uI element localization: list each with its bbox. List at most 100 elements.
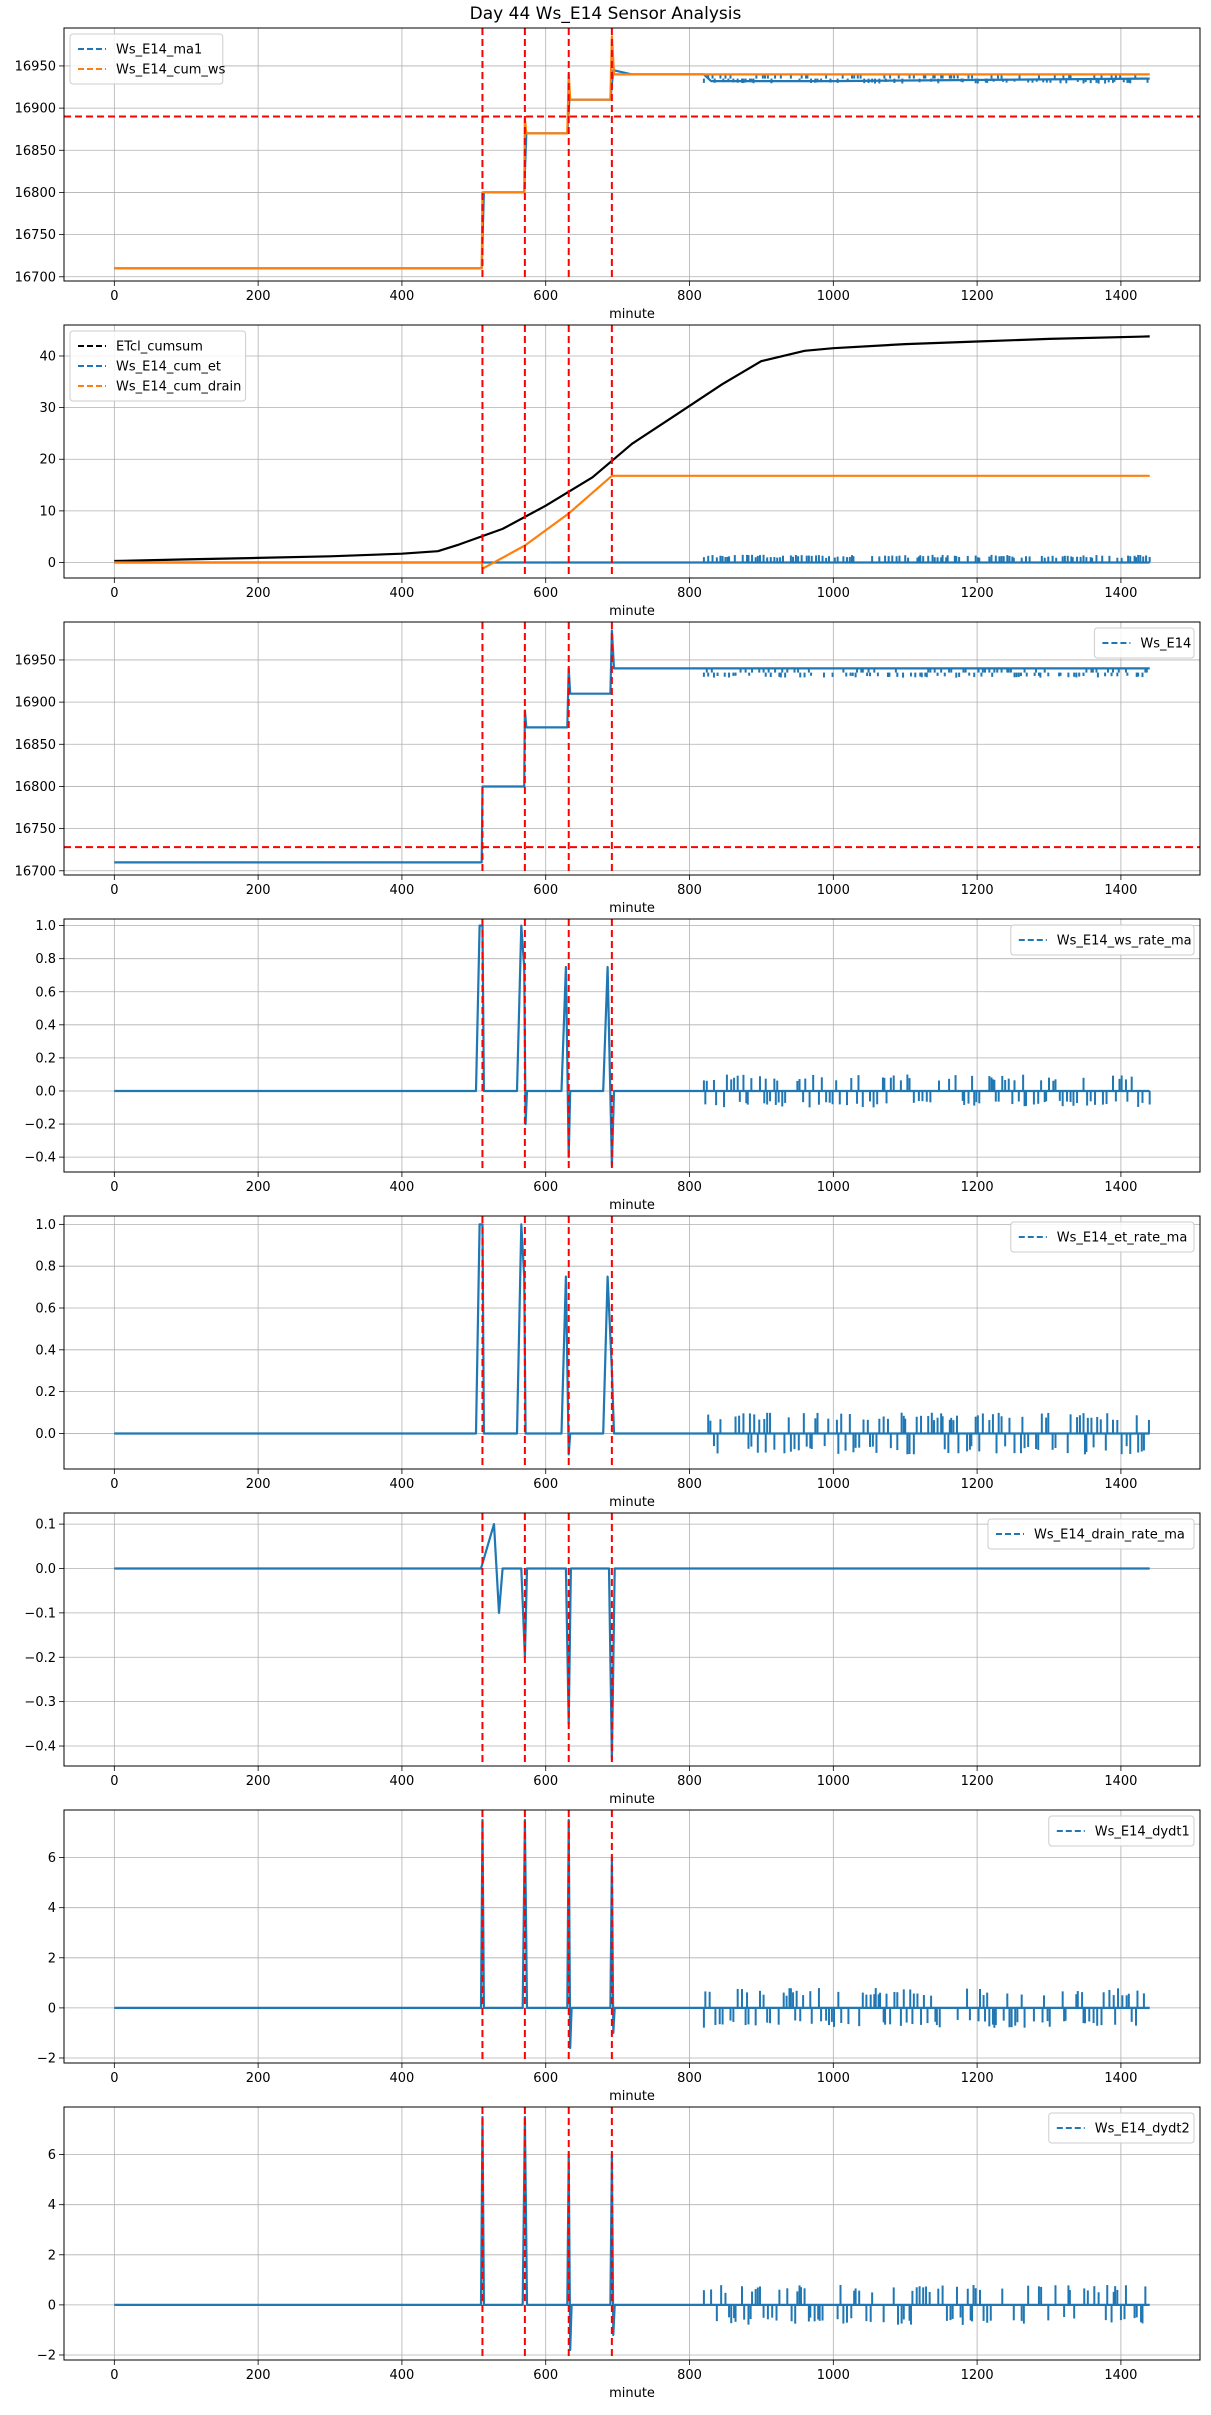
axes-frame xyxy=(63,1809,1201,2064)
series-noise-spikes xyxy=(702,73,1149,84)
series-noise-spikes xyxy=(702,667,1148,678)
x-tick-label: 400 xyxy=(390,289,415,304)
y-tick-label: 0.0 xyxy=(35,1084,56,1099)
x-tick-label: 600 xyxy=(533,1477,558,1492)
y-tick-label: 0 xyxy=(48,2001,56,2016)
y-tick-label: −0.4 xyxy=(24,1151,56,1166)
x-tick-label: 1400 xyxy=(1104,586,1137,601)
x-tick-label: 600 xyxy=(533,2368,558,2383)
x-tick-label: 800 xyxy=(677,1180,702,1195)
subplot-6: 0 200 400 600 800 1000 1200 1400 −0.4 −0.3 −0.2 −0.… xyxy=(24,1512,1201,1807)
subplot-1: 0 200 400 600 800 1000 1200 1400 16700 16750 16800… xyxy=(15,27,1201,322)
y-tick-label: 0.6 xyxy=(35,1302,56,1317)
series-line-Ws_E14_cum_drain xyxy=(114,474,1150,570)
y-tick-label: −0.1 xyxy=(24,1606,56,1621)
x-tick-label: 200 xyxy=(246,1477,271,1492)
y-tick-label: 6 xyxy=(48,1851,56,1866)
series-line-Ws_E14_drain_rate_ma xyxy=(114,1522,1150,1761)
plot-area xyxy=(114,1810,1150,2063)
legend-label: Ws_E14_ma1 xyxy=(116,43,202,58)
x-tick-label: 1200 xyxy=(961,2368,994,2383)
x-tick-label: 1200 xyxy=(961,289,994,304)
x-tick-label: 600 xyxy=(533,289,558,304)
x-axis-label: minute xyxy=(609,901,655,916)
x-axis-label: minute xyxy=(609,2386,655,2401)
plot-area xyxy=(114,325,1151,578)
y-tick-label: 4 xyxy=(48,2198,56,2213)
y-tick-label: 16850 xyxy=(15,738,56,753)
y-tick-label: 0 xyxy=(48,2298,56,2313)
x-tick-label: 1400 xyxy=(1104,2368,1137,2383)
x-tick-label: 800 xyxy=(677,289,702,304)
x-axis-label: minute xyxy=(609,1198,655,1213)
x-tick-label: 1000 xyxy=(817,883,850,898)
x-tick-label: 0 xyxy=(110,2071,118,2086)
series-noise-spikes xyxy=(707,1412,1150,1455)
x-tick-label: 1400 xyxy=(1104,883,1137,898)
y-tick-label: −0.4 xyxy=(24,1740,56,1755)
y-tick-label: 6 xyxy=(48,2148,56,2163)
axes-frame xyxy=(63,1512,1201,1767)
x-tick-label: 0 xyxy=(110,883,118,898)
x-tick-label: 1000 xyxy=(817,1477,850,1492)
axes-frame xyxy=(63,324,1201,579)
subplot-5: 0 200 400 600 800 1000 1200 1400 0.0 0.2 0.4 0.6 0.8… xyxy=(35,1215,1201,1510)
plot-area xyxy=(114,919,1151,1172)
x-tick-label: 400 xyxy=(390,1180,415,1195)
legend-label: Ws_E14_dydt1 xyxy=(1095,1825,1190,1840)
y-tick-label: 0.8 xyxy=(35,1260,56,1275)
series-line-Ws_E14 xyxy=(114,629,1150,864)
x-tick-label: 1400 xyxy=(1104,2071,1137,2086)
subplot-2: 0 200 400 600 800 1000 1200 1400 0 10 20 30 40 minute… xyxy=(39,324,1201,619)
x-tick-label: 800 xyxy=(677,1477,702,1492)
x-tick-label: 1000 xyxy=(817,586,850,601)
y-tick-label: 10 xyxy=(39,504,56,519)
y-tick-label: 16950 xyxy=(15,59,56,74)
y-tick-label: 16700 xyxy=(15,864,56,879)
y-tick-label: 1.0 xyxy=(35,1218,56,1233)
figure-title: Day 44 Ws_E14 Sensor Analysis xyxy=(469,4,742,24)
y-tick-label: 0.4 xyxy=(35,1343,56,1358)
legend-label: Ws_E14_cum_et xyxy=(116,360,221,375)
legend-label: Ws_E14_cum_drain xyxy=(116,380,241,395)
x-tick-label: 1200 xyxy=(961,1477,994,1492)
y-tick-label: 0.2 xyxy=(35,1051,56,1066)
y-tick-label: 16750 xyxy=(15,822,56,837)
y-tick-label: 2 xyxy=(48,2248,56,2263)
y-tick-label: 16950 xyxy=(15,653,56,668)
series-line-Ws_E14_ws_rate_ma xyxy=(114,924,1150,1167)
y-tick-label: 16850 xyxy=(15,144,56,159)
legend-box xyxy=(69,330,247,402)
x-tick-label: 1000 xyxy=(817,2071,850,2086)
y-tick-label: −0.2 xyxy=(24,1118,56,1133)
x-tick-label: 600 xyxy=(533,1774,558,1789)
x-tick-label: 1000 xyxy=(817,289,850,304)
y-tick-label: 1.0 xyxy=(35,919,56,934)
x-tick-label: 600 xyxy=(533,2071,558,2086)
series-noise-spikes xyxy=(702,2284,1147,2325)
legend-label: Ws_E14_cum_ws xyxy=(116,63,226,78)
y-tick-label: 0.6 xyxy=(35,985,56,1000)
plot-area xyxy=(114,2107,1150,2360)
y-tick-label: 16900 xyxy=(15,102,56,117)
legend-box xyxy=(987,1518,1195,1550)
legend-box xyxy=(1010,1221,1195,1253)
x-tick-label: 200 xyxy=(246,586,271,601)
axes-frame xyxy=(63,918,1201,1173)
x-tick-label: 1000 xyxy=(817,1774,850,1789)
y-tick-label: 0.2 xyxy=(35,1385,56,1400)
x-tick-label: 200 xyxy=(246,2071,271,2086)
series-line-ETcl_cumsum xyxy=(114,335,1150,563)
x-tick-label: 400 xyxy=(390,2368,415,2383)
axes-frame xyxy=(63,27,1201,282)
x-tick-label: 1200 xyxy=(961,883,994,898)
y-tick-label: 4 xyxy=(48,1901,56,1916)
y-tick-label: 0.0 xyxy=(35,1562,56,1577)
legend: Ws_E14_drain_rate_ma xyxy=(987,1518,1195,1550)
x-tick-label: 200 xyxy=(246,289,271,304)
legend: Ws_E14_et_rate_ma xyxy=(1010,1221,1195,1253)
y-tick-label: 0 xyxy=(48,556,56,571)
legend-box xyxy=(69,33,224,85)
series-line-Ws_E14_cum_ws xyxy=(114,35,1150,270)
